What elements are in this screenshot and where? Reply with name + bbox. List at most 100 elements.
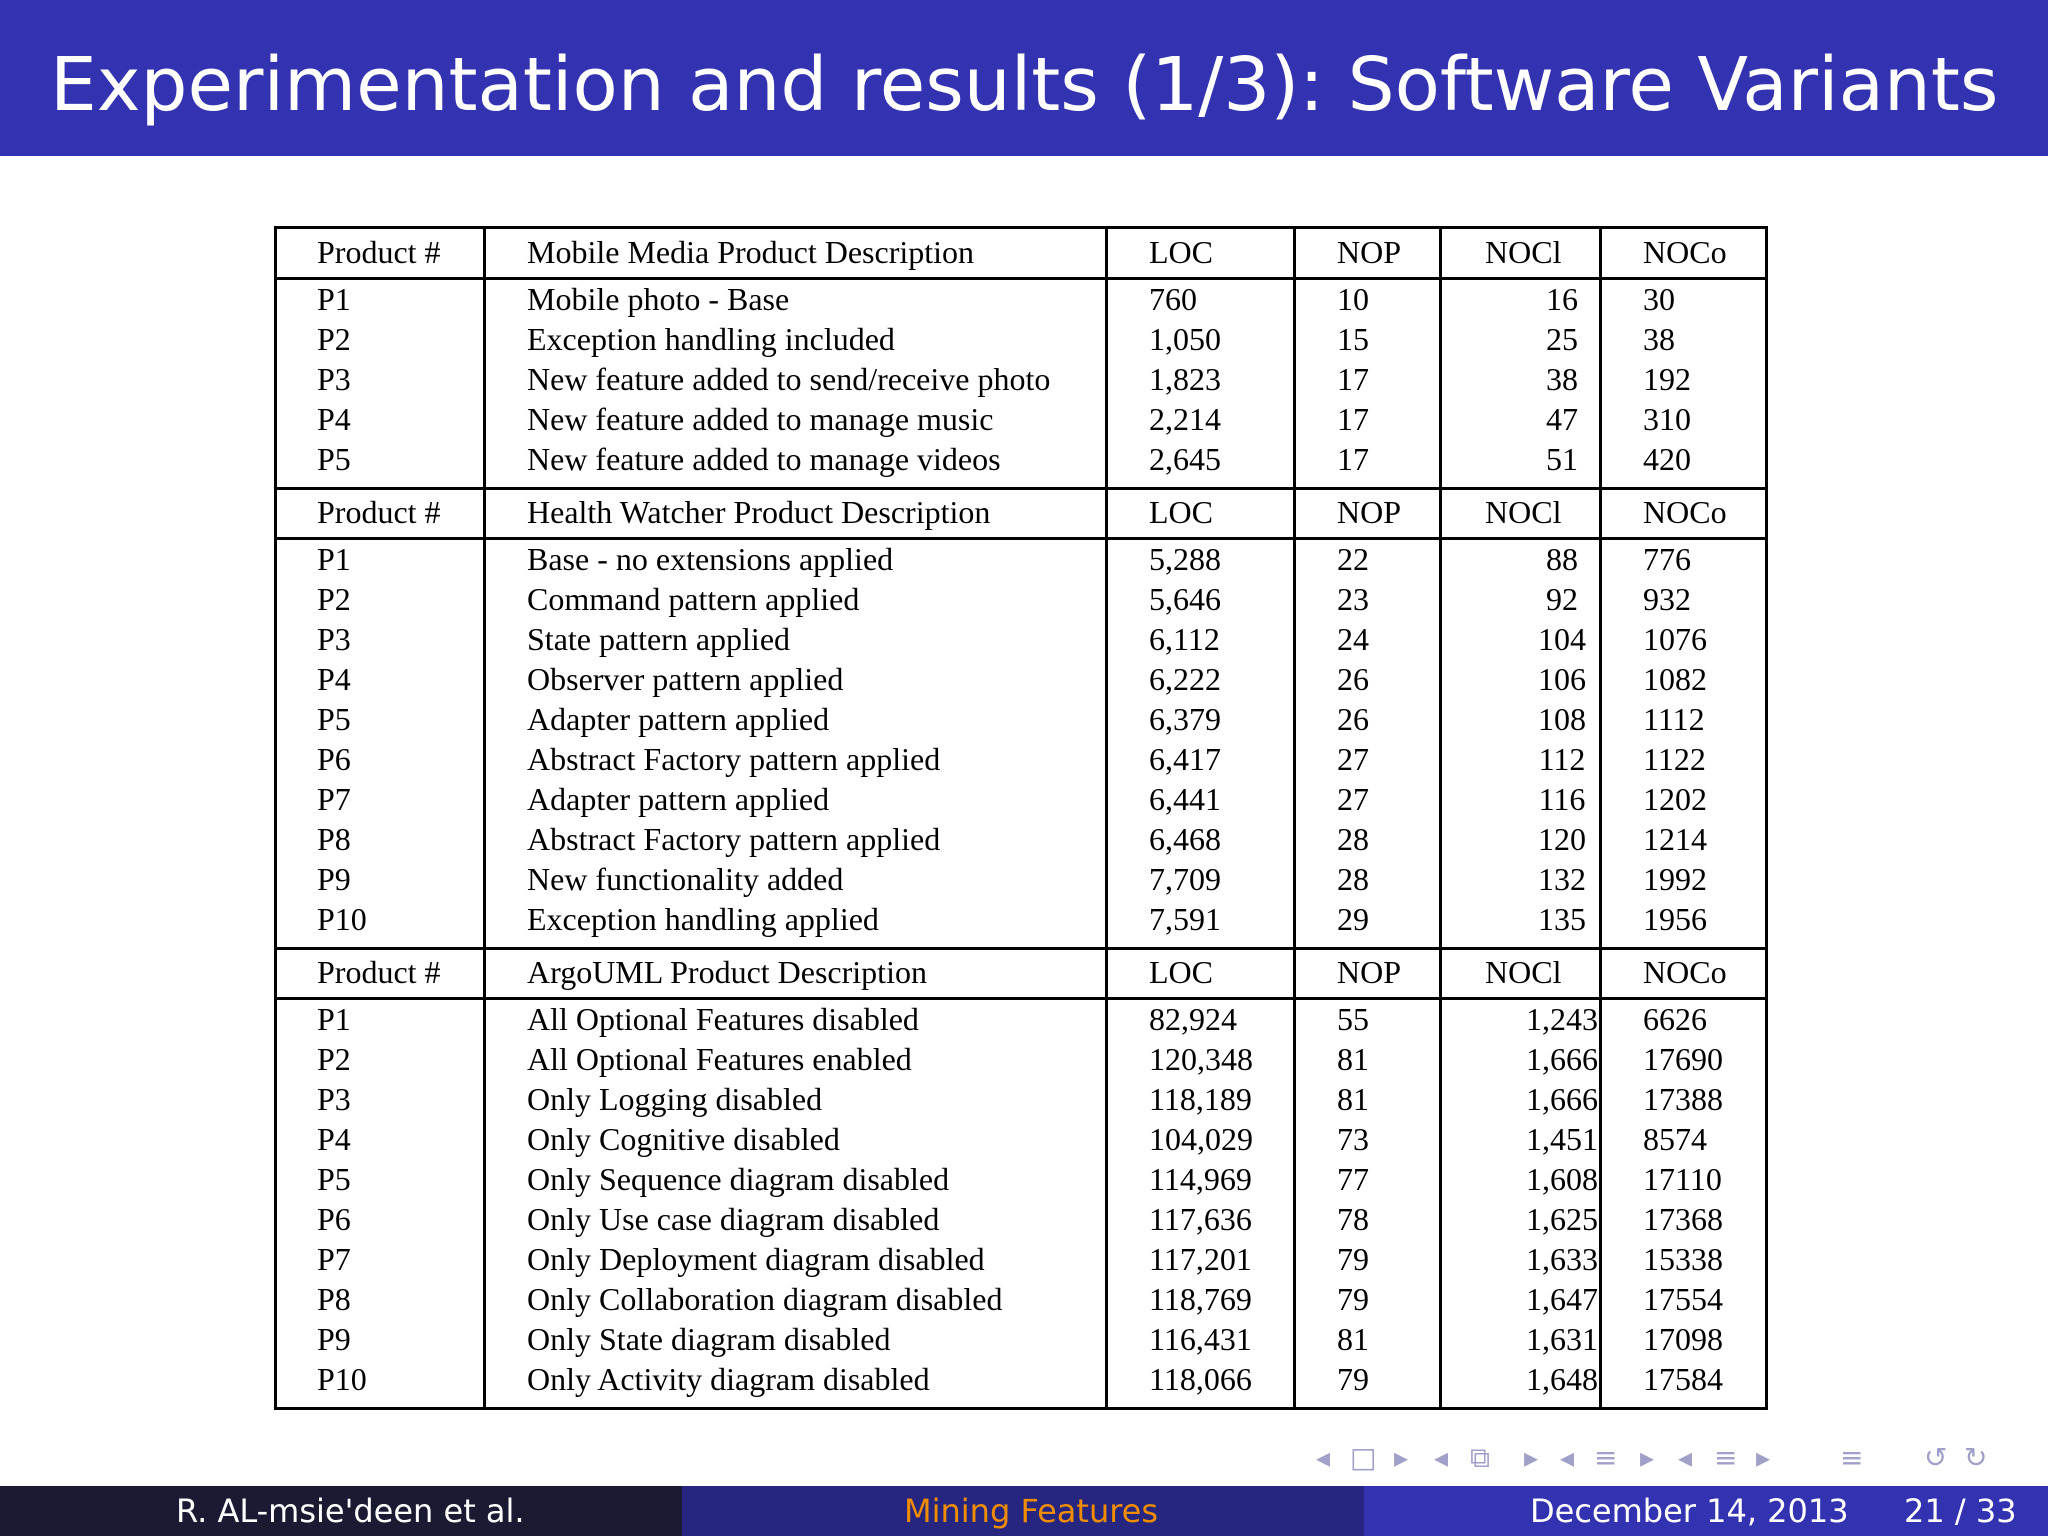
- subsection-icon[interactable]: ⧉: [1470, 1441, 1490, 1474]
- cell-nocl: 108: [1538, 701, 1586, 737]
- cell-product-id: P6: [317, 741, 351, 777]
- cell-noco: 30: [1643, 281, 1675, 317]
- cell-noco: 776: [1643, 541, 1691, 577]
- cell-description: New functionality added: [527, 861, 844, 897]
- next-frame-icon[interactable]: ▸: [1394, 1441, 1409, 1474]
- cell-nocl: 1,451: [1526, 1121, 1598, 1157]
- cell-description: Only Logging disabled: [527, 1081, 823, 1117]
- cell-nop: 79: [1337, 1281, 1369, 1317]
- footer-short-title: Mining Features: [904, 1492, 1159, 1530]
- prev-slide-icon[interactable]: ◂: [1678, 1441, 1693, 1474]
- prev-section-icon[interactable]: ◂: [1560, 1441, 1575, 1474]
- cell-loc: 5,646: [1149, 581, 1221, 617]
- search-back-icon[interactable]: ↺: [1924, 1441, 1948, 1474]
- footer-page-number: 21 / 33: [1904, 1492, 2017, 1530]
- cell-loc: 760: [1149, 281, 1197, 317]
- cell-nocl: 1,631: [1526, 1321, 1598, 1357]
- cell-product-id: P2: [317, 321, 351, 357]
- prev-subsection-icon[interactable]: ◂: [1434, 1441, 1449, 1474]
- cell-loc: 1,050: [1149, 321, 1221, 357]
- table-row: P10 Exception handling applied 7,591 29 135 1…: [277, 899, 1765, 939]
- column-divider: [483, 229, 486, 1407]
- header-nocl: NOCl: [1485, 954, 1562, 990]
- header-description: ArgoUML Product Description: [527, 954, 927, 990]
- cell-noco: 420: [1643, 441, 1691, 477]
- cell-description: Only Sequence diagram disabled: [527, 1161, 950, 1197]
- cell-nop: 26: [1337, 701, 1369, 737]
- header-nocl: NOCl: [1485, 234, 1562, 270]
- header-noco: NOCo: [1643, 234, 1727, 270]
- header-noco: NOCo: [1643, 494, 1727, 530]
- cell-noco: 1214: [1643, 821, 1707, 857]
- cell-nop: 79: [1337, 1361, 1369, 1397]
- footer-date-box: December 14, 2013 21 / 33: [1364, 1486, 2048, 1536]
- next-slide-icon[interactable]: ▸: [1756, 1441, 1771, 1474]
- header-divider: [277, 997, 1765, 1000]
- search-forward-icon[interactable]: ↻: [1964, 1441, 1988, 1474]
- cell-loc: 2,214: [1149, 401, 1221, 437]
- table-row: P7 Adapter pattern applied 6,441 27 116 1202: [277, 779, 1765, 819]
- cell-loc: 6,222: [1149, 661, 1221, 697]
- frame-icon[interactable]: □: [1350, 1441, 1377, 1474]
- cell-nop: 79: [1337, 1241, 1369, 1277]
- header-product-id: Product #: [317, 494, 441, 530]
- cell-nocl: 1,666: [1526, 1081, 1598, 1117]
- cell-noco: 17690: [1643, 1041, 1723, 1077]
- cell-loc: 117,636: [1149, 1201, 1252, 1237]
- table-row: P1 Base - no extensions applied 5,288 22 88 7…: [277, 539, 1765, 579]
- prev-frame-icon[interactable]: ◂: [1316, 1441, 1331, 1474]
- table-row: P5 Only Sequence diagram disabled 114,969 7…: [277, 1159, 1765, 1199]
- cell-nop: 17: [1337, 361, 1369, 397]
- cell-loc: 1,823: [1149, 361, 1221, 397]
- cell-description: New feature added to manage videos: [527, 441, 1001, 477]
- footer-author: R. AL-msie'deen et al.: [176, 1492, 525, 1530]
- outline-icon[interactable]: ≡: [1840, 1441, 1864, 1474]
- cell-noco: 1956: [1643, 901, 1707, 937]
- section-divider: [277, 487, 1765, 490]
- cell-nop: 27: [1337, 741, 1369, 777]
- cell-product-id: P3: [317, 621, 351, 657]
- cell-description: Only Deployment diagram disabled: [527, 1241, 985, 1277]
- column-divider: [1439, 229, 1442, 1407]
- section-icon[interactable]: ≡: [1594, 1441, 1618, 1474]
- cell-loc: 118,769: [1149, 1281, 1252, 1317]
- cell-noco: 1076: [1643, 621, 1707, 657]
- footer: R. AL-msie'deen et al. Mining Features D…: [0, 1486, 2048, 1536]
- cell-description: Abstract Factory pattern applied: [527, 821, 941, 857]
- next-section-icon[interactable]: ▸: [1640, 1441, 1655, 1474]
- cell-noco: 17110: [1643, 1161, 1722, 1197]
- header-loc: LOC: [1149, 954, 1213, 990]
- cell-description: Observer pattern applied: [527, 661, 844, 697]
- cell-product-id: P5: [317, 701, 351, 737]
- cell-nocl: 1,608: [1526, 1161, 1598, 1197]
- header-product-id: Product #: [317, 954, 441, 990]
- header-product-id: Product #: [317, 234, 441, 270]
- cell-nop: 26: [1337, 661, 1369, 697]
- title-bar: Experimentation and results (1/3): Softw…: [0, 0, 2048, 156]
- cell-nop: 28: [1337, 821, 1369, 857]
- cell-product-id: P2: [317, 581, 351, 617]
- cell-product-id: P1: [317, 1001, 351, 1037]
- cell-nop: 24: [1337, 621, 1369, 657]
- cell-loc: 6,441: [1149, 781, 1221, 817]
- cell-nocl: 120: [1538, 821, 1586, 857]
- table-row: P10 Only Activity diagram disabled 118,066…: [277, 1359, 1765, 1399]
- slide-icon[interactable]: ≡: [1714, 1441, 1738, 1474]
- cell-nocl: 104: [1538, 621, 1586, 657]
- cell-nop: 77: [1337, 1161, 1369, 1197]
- column-divider: [1599, 229, 1602, 1407]
- cell-noco: 1082: [1643, 661, 1707, 697]
- cell-loc: 117,201: [1149, 1241, 1252, 1277]
- cell-description: All Optional Features disabled: [527, 1001, 919, 1037]
- cell-description: Mobile photo - Base: [527, 281, 790, 317]
- cell-loc: 2,645: [1149, 441, 1221, 477]
- cell-nocl: 116: [1538, 781, 1586, 817]
- cell-product-id: P2: [317, 1041, 351, 1077]
- header-nop: NOP: [1337, 234, 1402, 270]
- cell-description: New feature added to send/receive photo: [527, 361, 1051, 397]
- table-row: P3 State pattern applied 6,112 24 104 1076: [277, 619, 1765, 659]
- next-subsection-icon[interactable]: ▸: [1524, 1441, 1539, 1474]
- cell-noco: 932: [1643, 581, 1691, 617]
- header-divider: [277, 277, 1765, 280]
- beamer-navigation-bar: ◂ □ ▸ ◂ ⧉ ▸ ◂ ≡ ▸ ◂ ≡ ▸ ≡ ↺ ↻: [1310, 1438, 2030, 1478]
